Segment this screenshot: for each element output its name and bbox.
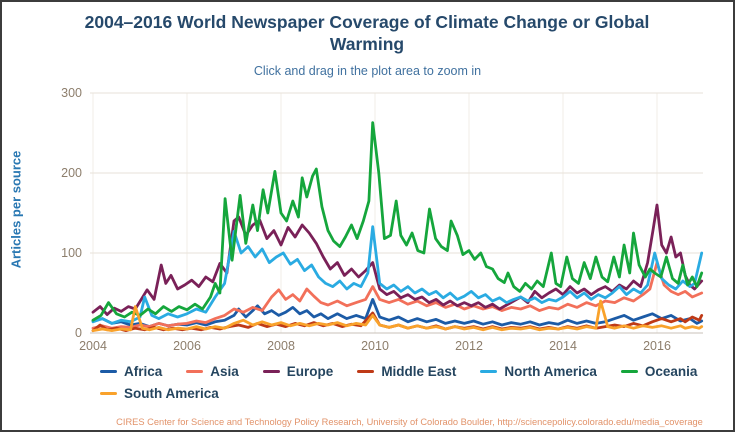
- legend-item-africa[interactable]: Africa: [100, 364, 162, 379]
- legend-item-south-america[interactable]: South America: [100, 386, 219, 401]
- legend-label-south-america: South America: [124, 386, 219, 401]
- chart-title: 2004–2016 World Newspaper Coverage of Cl…: [84, 12, 650, 54]
- x-tick-label: 2006: [173, 339, 201, 353]
- x-tick-label: 2004: [79, 339, 107, 353]
- legend-label-africa: Africa: [124, 364, 163, 379]
- legend-item-middle-east[interactable]: Middle East: [357, 364, 456, 379]
- series-line-asia: [91, 261, 704, 330]
- legend-label-asia: Asia: [210, 364, 239, 379]
- legend-item-oceania[interactable]: Oceania: [620, 364, 698, 379]
- y-tick-label: 100: [61, 246, 82, 260]
- series-line-africa: [91, 297, 704, 329]
- legend-item-north-america[interactable]: North America: [480, 364, 597, 379]
- legend-swatch-south-america: [100, 391, 117, 396]
- legend-swatch-europe: [262, 369, 280, 374]
- series-line-europe: [91, 203, 704, 317]
- legend-swatch-middle-east: [357, 369, 375, 374]
- legend: Africa Asia Europe Middle East North America…: [100, 364, 700, 401]
- legend-label-europe: Europe: [286, 364, 334, 379]
- y-tick-label: 300: [61, 86, 82, 100]
- x-tick-label: 2010: [361, 339, 389, 353]
- series-line-north-america: [91, 225, 704, 325]
- y-tick-label: 0: [75, 326, 82, 340]
- legend-item-asia[interactable]: Asia: [186, 364, 239, 379]
- series-line-south-america: [91, 299, 704, 333]
- legend-label-middle-east: Middle East: [381, 364, 457, 379]
- x-tick-label: 2016: [643, 339, 671, 353]
- x-tick-label: 2012: [455, 339, 483, 353]
- legend-swatch-asia: [186, 369, 204, 374]
- legend-label-north-america: North America: [504, 364, 597, 379]
- legend-label-oceania: Oceania: [644, 364, 698, 379]
- series-line-oceania: [91, 121, 704, 322]
- credits-link[interactable]: CIRES Center for Science and Technology …: [116, 417, 703, 427]
- x-tick-label: 2008: [267, 339, 295, 353]
- y-tick-label: 200: [61, 166, 82, 180]
- x-tick-label: 2014: [549, 339, 577, 353]
- legend-swatch-north-america: [480, 369, 498, 374]
- legend-swatch-oceania: [620, 369, 638, 374]
- legend-item-europe[interactable]: Europe: [262, 364, 334, 379]
- chart-subtitle: Click and drag in the plot area to zoom …: [253, 64, 482, 78]
- legend-swatch-africa: [100, 369, 117, 374]
